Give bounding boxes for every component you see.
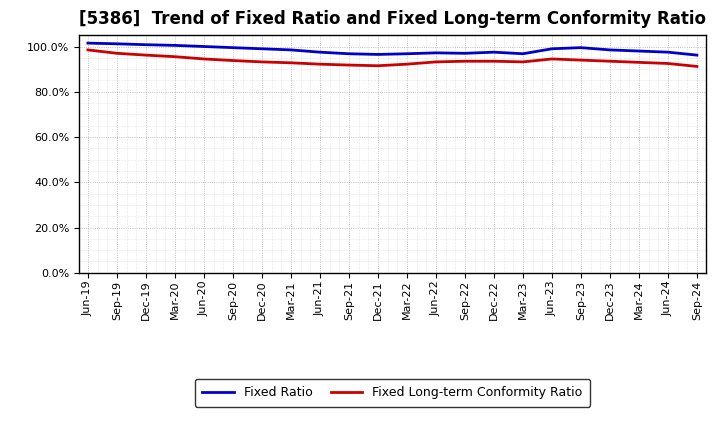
Fixed Long-term Conformity Ratio [664, 61, 672, 66]
Fixed Long-term Conformity Ratio [461, 59, 469, 64]
Fixed Ratio [258, 46, 266, 51]
Fixed Long-term Conformity Ratio [228, 58, 237, 63]
Fixed Long-term Conformity Ratio [577, 58, 585, 63]
Fixed Long-term Conformity Ratio [287, 60, 295, 66]
Fixed Long-term Conformity Ratio [345, 62, 354, 68]
Fixed Long-term Conformity Ratio [634, 60, 643, 65]
Fixed Ratio [112, 41, 121, 47]
Fixed Long-term Conformity Ratio [315, 62, 324, 67]
Fixed Long-term Conformity Ratio [548, 56, 557, 62]
Fixed Ratio [577, 45, 585, 50]
Fixed Long-term Conformity Ratio [490, 59, 498, 64]
Fixed Long-term Conformity Ratio [374, 63, 382, 68]
Fixed Long-term Conformity Ratio [258, 59, 266, 65]
Line: Fixed Ratio: Fixed Ratio [88, 43, 697, 55]
Fixed Ratio [490, 50, 498, 55]
Fixed Long-term Conformity Ratio [142, 52, 150, 58]
Fixed Ratio [84, 40, 92, 46]
Fixed Ratio [606, 47, 614, 52]
Title: [5386]  Trend of Fixed Ratio and Fixed Long-term Conformity Ratio: [5386] Trend of Fixed Ratio and Fixed Lo… [79, 10, 706, 28]
Fixed Ratio [142, 42, 150, 48]
Fixed Long-term Conformity Ratio [199, 56, 208, 62]
Fixed Ratio [287, 47, 295, 52]
Fixed Ratio [518, 51, 527, 56]
Legend: Fixed Ratio, Fixed Long-term Conformity Ratio: Fixed Ratio, Fixed Long-term Conformity … [195, 379, 590, 407]
Fixed Long-term Conformity Ratio [402, 62, 411, 67]
Fixed Long-term Conformity Ratio [693, 64, 701, 69]
Fixed Ratio [171, 43, 179, 48]
Fixed Long-term Conformity Ratio [84, 47, 92, 52]
Fixed Ratio [431, 50, 440, 55]
Fixed Ratio [345, 51, 354, 56]
Fixed Ratio [664, 50, 672, 55]
Fixed Ratio [634, 48, 643, 54]
Fixed Long-term Conformity Ratio [431, 59, 440, 65]
Fixed Ratio [228, 45, 237, 50]
Fixed Ratio [402, 51, 411, 56]
Fixed Ratio [461, 51, 469, 56]
Fixed Long-term Conformity Ratio [606, 59, 614, 64]
Fixed Ratio [548, 46, 557, 51]
Fixed Long-term Conformity Ratio [112, 51, 121, 56]
Fixed Ratio [374, 52, 382, 57]
Fixed Long-term Conformity Ratio [171, 54, 179, 59]
Fixed Ratio [199, 44, 208, 49]
Fixed Ratio [693, 52, 701, 58]
Fixed Ratio [315, 50, 324, 55]
Line: Fixed Long-term Conformity Ratio: Fixed Long-term Conformity Ratio [88, 50, 697, 66]
Fixed Long-term Conformity Ratio [518, 59, 527, 65]
